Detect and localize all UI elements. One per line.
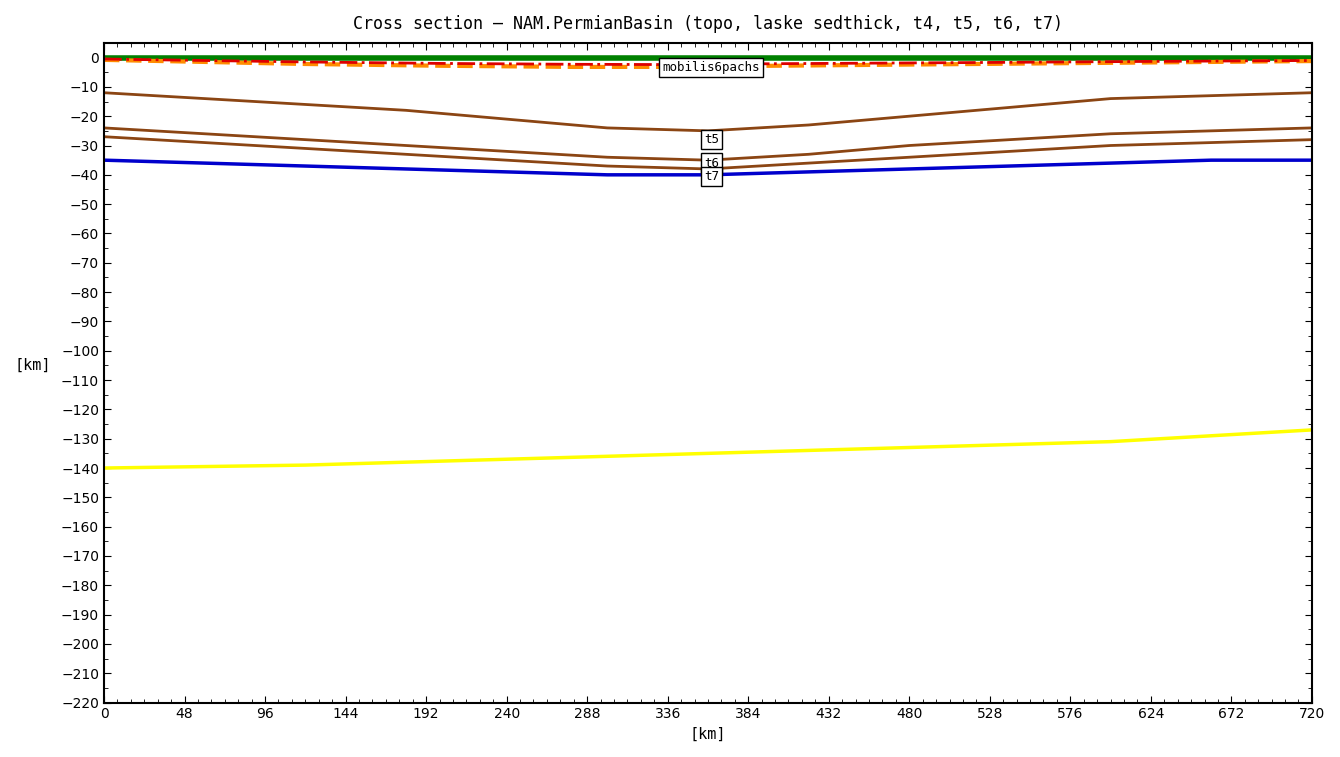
- Text: t5: t5: [704, 133, 718, 146]
- Text: mobilis6pachs: mobilis6pachs: [662, 61, 760, 74]
- Text: t7: t7: [704, 170, 718, 182]
- X-axis label: [km]: [km]: [690, 727, 726, 742]
- Y-axis label: [km]: [km]: [15, 358, 51, 372]
- Text: t6: t6: [704, 157, 718, 170]
- Title: Cross section – NAM.PermianBasin (topo, laske sedthick, t4, t5, t6, t7): Cross section – NAM.PermianBasin (topo, …: [352, 15, 1063, 33]
